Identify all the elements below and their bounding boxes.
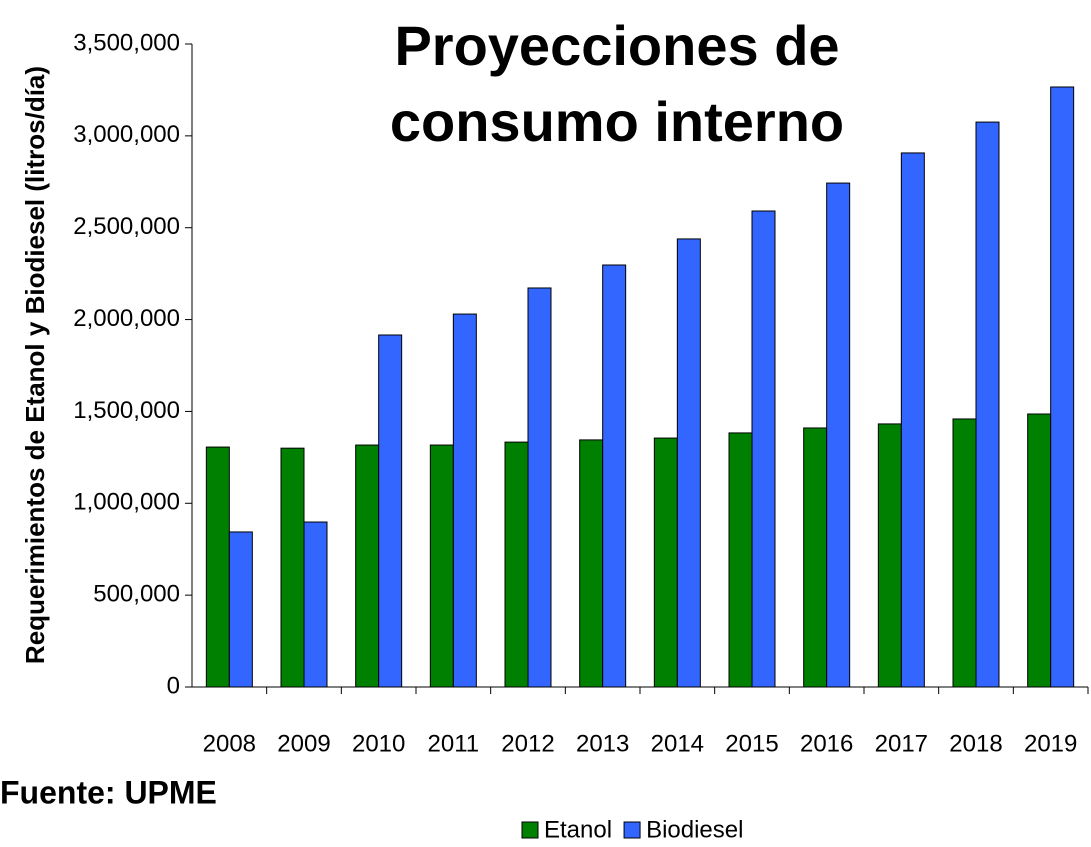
bar — [803, 427, 828, 688]
x-tick-label: 2011 — [428, 730, 480, 757]
x-tick-label: 2014 — [651, 730, 704, 757]
bar — [1050, 86, 1075, 688]
bar — [728, 432, 753, 688]
bar — [205, 446, 230, 688]
x-tick-label: 2016 — [800, 730, 853, 757]
bar — [429, 444, 454, 688]
bar — [280, 447, 305, 688]
source: Fuente: UPME — [0, 774, 217, 810]
bar — [676, 238, 701, 688]
bar — [452, 313, 477, 688]
bar — [504, 441, 529, 688]
bar — [527, 287, 552, 688]
x-tick-label: 2019 — [1024, 730, 1077, 757]
x-tick-label: 2017 — [875, 730, 928, 757]
legend-label: Etanol — [544, 816, 612, 843]
bar — [228, 531, 253, 688]
y-tick-label: 2,000,000 — [73, 305, 180, 332]
bar — [602, 264, 627, 688]
legend-label: Biodiesel — [646, 816, 743, 843]
bar — [877, 423, 902, 688]
x-tick-label: 2013 — [576, 730, 629, 757]
bar — [653, 437, 678, 688]
bar — [975, 121, 1000, 688]
y-tick-label: 500,000 — [93, 580, 180, 607]
chart-title: Proyecciones de consumo interno — [389, 14, 845, 153]
bar — [900, 152, 925, 688]
x-tick-label: 2018 — [949, 730, 1002, 757]
y-tick-label: 0 — [167, 672, 180, 699]
legend-swatch — [521, 821, 539, 839]
bar — [1027, 413, 1052, 688]
bar — [826, 182, 851, 688]
y-tick-label: 1,000,000 — [73, 489, 180, 516]
x-tick-label: 2009 — [277, 730, 330, 757]
x-tick-label: 2012 — [501, 730, 554, 757]
y-tick-label: 3,000,000 — [73, 121, 180, 148]
legend-swatch — [623, 821, 641, 839]
bar — [751, 210, 776, 688]
y-axis-label: Requerimientos de Etanol y Biodiesel (li… — [20, 66, 50, 664]
bar — [579, 439, 604, 688]
bar — [355, 444, 380, 688]
bar — [303, 521, 328, 688]
y-tick-label: 2,500,000 — [73, 213, 180, 240]
x-tick-label: 2010 — [352, 730, 405, 757]
bar — [952, 418, 977, 688]
x-tick-label: 2008 — [203, 730, 256, 757]
y-tick-label: 3,500,000 — [73, 29, 180, 56]
y-tick-label: 1,500,000 — [73, 397, 180, 424]
x-tick-label: 2015 — [725, 730, 778, 757]
bar — [378, 334, 403, 688]
